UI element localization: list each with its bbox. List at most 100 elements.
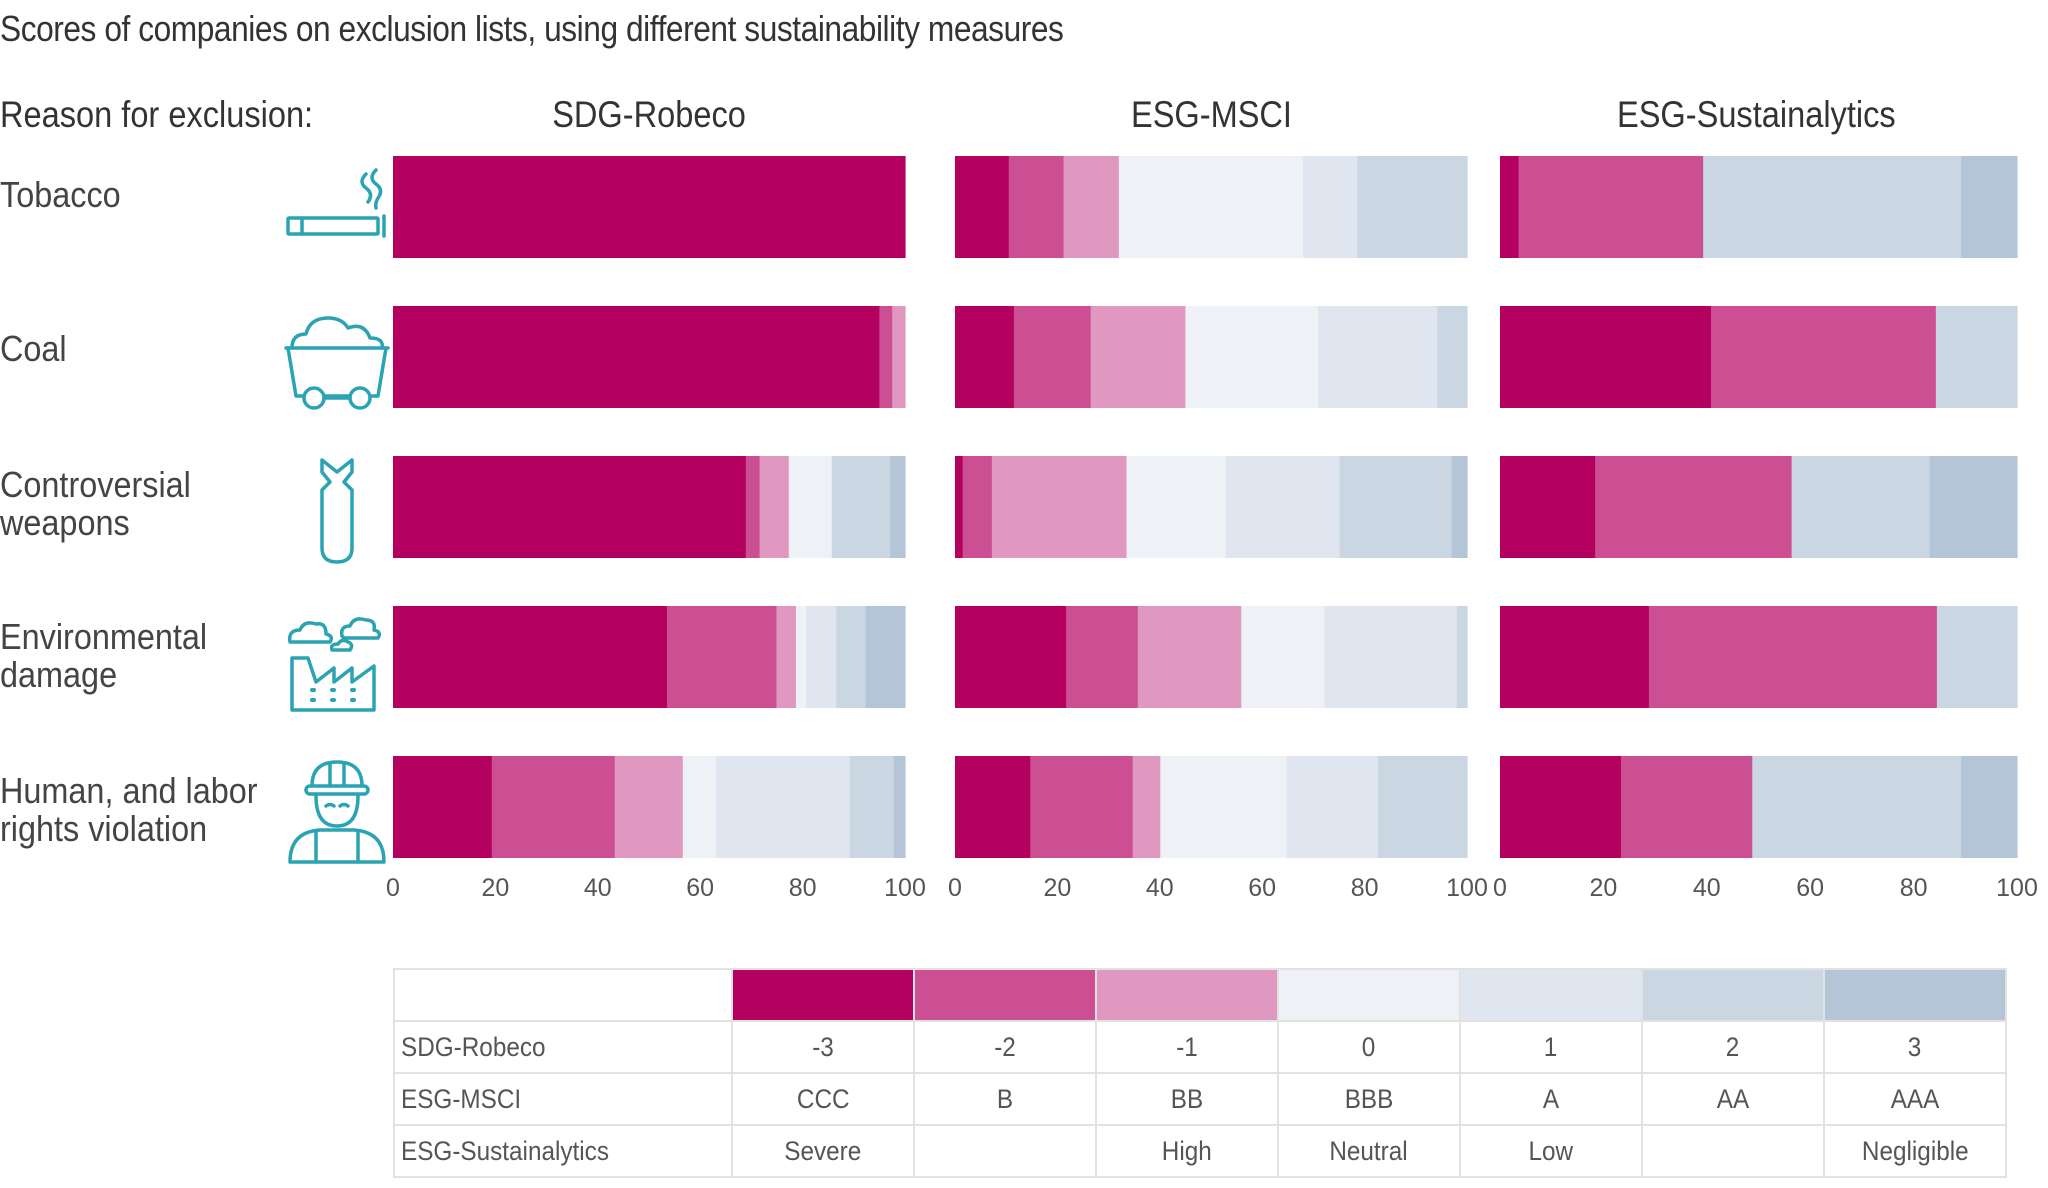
legend-cell: Low [1528,1135,1574,1166]
legend-cell: BB [1170,1083,1204,1114]
legend-cell: A [1542,1083,1560,1114]
bar-segment-esg-msci-coal-level--2 [1013,306,1092,408]
bar-segment-esg-msci-controversial-weapons-level-3 [1451,456,1468,558]
bar-segment-esg-msci-controversial-weapons-level-0 [1126,456,1227,558]
bar-segment-esg-sustainalytics-tobacco-level--2 [1518,156,1704,258]
legend-cell: 1 [1544,1031,1558,1062]
bar-segment-sdg-robeco-controversial-weapons-level--1 [759,456,790,558]
bar-segment-sdg-robeco-controversial-weapons-level-2 [831,456,891,558]
stacked-bar-chart: 0 20 40 60 80 100 0 20 40 60 80 100 0 20 40 60 80 100 [386,156,2038,902]
bar-segment-esg-msci-controversial-weapons-level--1 [991,456,1128,558]
bar-segment-sdg-robeco-tobacco-level--3 [393,156,906,258]
score-legend-table: SDG-Robeco -3 -2 -1 0 1 2 3 ESG-MSCI CCC… [393,968,2007,1178]
x-tick-label-sdg-robeco-0: 0 [386,874,400,902]
bar-segment-esg-msci-human-and-labor-rights-violation-level--3 [955,756,1031,858]
bar-segment-esg-sustainalytics-controversial-weapons-level--2 [1595,456,1793,558]
bar-segment-esg-sustainalytics-coal-level--3 [1500,306,1712,408]
legend-row-sdg-robeco: SDG-Robeco -3 -2 -1 0 1 2 3 [393,1020,2007,1074]
bar-segment-esg-msci-coal-level-1 [1318,306,1438,408]
legend-row-label: ESG-Sustainalytics [401,1135,609,1166]
bar-segment-esg-msci-coal-level-0 [1185,306,1319,408]
x-tick-label-esg-sustainalytics-40: 40 [1693,874,1721,902]
bar-segment-esg-msci-environmental-damage-level--1 [1137,606,1242,708]
bar-segment-esg-msci-controversial-weapons-level--3 [955,456,964,558]
x-tick-label-sdg-robeco-80: 80 [789,874,817,902]
bar-segment-esg-msci-tobacco-level--3 [955,156,1010,258]
x-tick-label-sdg-robeco-20: 20 [481,874,509,902]
bar-segment-sdg-robeco-human-and-labor-rights-violation-level--3 [393,756,493,858]
bar-segment-sdg-robeco-environmental-damage-level-2 [836,606,867,708]
bar-segment-esg-msci-coal-level-2 [1437,306,1468,408]
legend-row-label: SDG-Robeco [401,1031,546,1062]
x-tick-label-esg-msci-40: 40 [1146,874,1174,902]
panel-title-esg-sustainalytics: ESG-Sustainalytics [1616,94,1896,135]
worker-helmet-icon [282,756,392,866]
bar-segment-esg-sustainalytics-coal-level-2 [1935,306,2018,408]
row-label-human-rights: Human, and labor rights violation [0,770,258,849]
bar-segment-esg-msci-controversial-weapons-level--2 [962,456,993,558]
legend-swatch-p3 [1823,968,2007,1022]
bar-segment-sdg-robeco-environmental-damage-level-0 [795,606,807,708]
legend-cell: High [1162,1135,1212,1166]
factory-pollution-icon [282,606,392,716]
bar-segment-esg-msci-environmental-damage-level-2 [1456,606,1468,708]
x-tick-label-sdg-robeco-100: 100 [884,874,926,902]
legend-cell: AA [1716,1083,1750,1114]
x-tick-label-esg-msci-0: 0 [948,874,962,902]
legend-row-label: ESG-MSCI [401,1083,522,1114]
bar-segment-sdg-robeco-environmental-damage-level-1 [806,606,837,708]
legend-swatch-m1 [1095,968,1279,1022]
bar-segment-esg-msci-coal-level--3 [955,306,1015,408]
bar-segment-esg-sustainalytics-human-and-labor-rights-violation-level-2 [1752,756,1962,858]
x-tick-label-esg-msci-20: 20 [1043,874,1071,902]
bar-segment-esg-sustainalytics-environmental-damage-level-2 [1936,606,2018,708]
x-tick-label-esg-sustainalytics-0: 0 [1493,874,1507,902]
legend-cell: -1 [1176,1031,1198,1062]
legend-blank-cell [393,968,733,1022]
bar-segment-esg-msci-environmental-damage-level--2 [1066,606,1139,708]
x-tick-label-esg-sustainalytics-60: 60 [1796,874,1824,902]
legend-row-esg-sustainalytics: ESG-Sustainalytics Severe High Neutral L… [393,1124,2007,1178]
bar-segment-esg-msci-tobacco-level--2 [1008,156,1065,258]
bar-segment-esg-msci-tobacco-level-1 [1303,156,1359,258]
reason-header: Reason for exclusion: [0,94,314,135]
bar-segment-esg-msci-human-and-labor-rights-violation-level-0 [1160,756,1288,858]
bar-segment-sdg-robeco-human-and-labor-rights-violation-level--1 [614,756,684,858]
bar-segment-sdg-robeco-human-and-labor-rights-violation-level-0 [682,756,717,858]
bar-segment-sdg-robeco-coal-level--1 [892,306,906,408]
bar-segment-esg-sustainalytics-environmental-damage-level--3 [1500,606,1650,708]
legend-cell: B [996,1083,1014,1114]
bar-segment-esg-sustainalytics-tobacco-level-3 [1961,156,2018,258]
bar-segment-esg-sustainalytics-coal-level--2 [1710,306,1937,408]
x-tick-label-sdg-robeco-60: 60 [686,874,714,902]
bar-segment-sdg-robeco-environmental-damage-level--2 [666,606,778,708]
bar-segment-sdg-robeco-environmental-damage-level-3 [865,606,906,708]
bar-segment-esg-msci-controversial-weapons-level-1 [1225,456,1341,558]
legend-cell: -3 [812,1031,834,1062]
bar-segment-sdg-robeco-controversial-weapons-level--2 [745,456,761,558]
bar-segment-esg-msci-tobacco-level--1 [1063,156,1120,258]
row-label-controversial-weapons: Controversial weapons [0,464,191,543]
bar-segment-esg-msci-environmental-damage-level-0 [1241,606,1326,708]
row-label-coal: Coal [0,328,67,369]
bar-segment-sdg-robeco-controversial-weapons-level-3 [890,456,906,558]
bar-segment-esg-msci-coal-level--1 [1090,306,1186,408]
legend-swatch-m2 [913,968,1097,1022]
legend-swatch-0 [1277,968,1461,1022]
legend-cell: 0 [1362,1031,1376,1062]
legend-cell: BBB [1344,1083,1394,1114]
legend-swatch-p2 [1641,968,1825,1022]
bar-segment-esg-msci-tobacco-level-2 [1357,156,1468,258]
bar-segment-esg-msci-environmental-damage-level--3 [955,606,1067,708]
row-label-environmental-damage: Environmental damage [0,616,208,695]
bar-segment-sdg-robeco-human-and-labor-rights-violation-level-1 [716,756,851,858]
x-tick-label-esg-msci-100: 100 [1446,874,1488,902]
x-tick-label-esg-sustainalytics-80: 80 [1900,874,1928,902]
legend-row-esg-msci: ESG-MSCI CCC B BB BBB A AA AAA [393,1072,2007,1126]
legend-cell: -2 [994,1031,1016,1062]
bar-segment-esg-msci-human-and-labor-rights-violation-level-1 [1286,756,1379,858]
chart-title: Scores of companies on exclusion lists, … [0,8,1064,49]
bar-segment-sdg-robeco-coal-level--3 [393,306,880,408]
bar-segment-esg-msci-tobacco-level-0 [1118,156,1304,258]
mine-cart-icon [282,304,392,414]
